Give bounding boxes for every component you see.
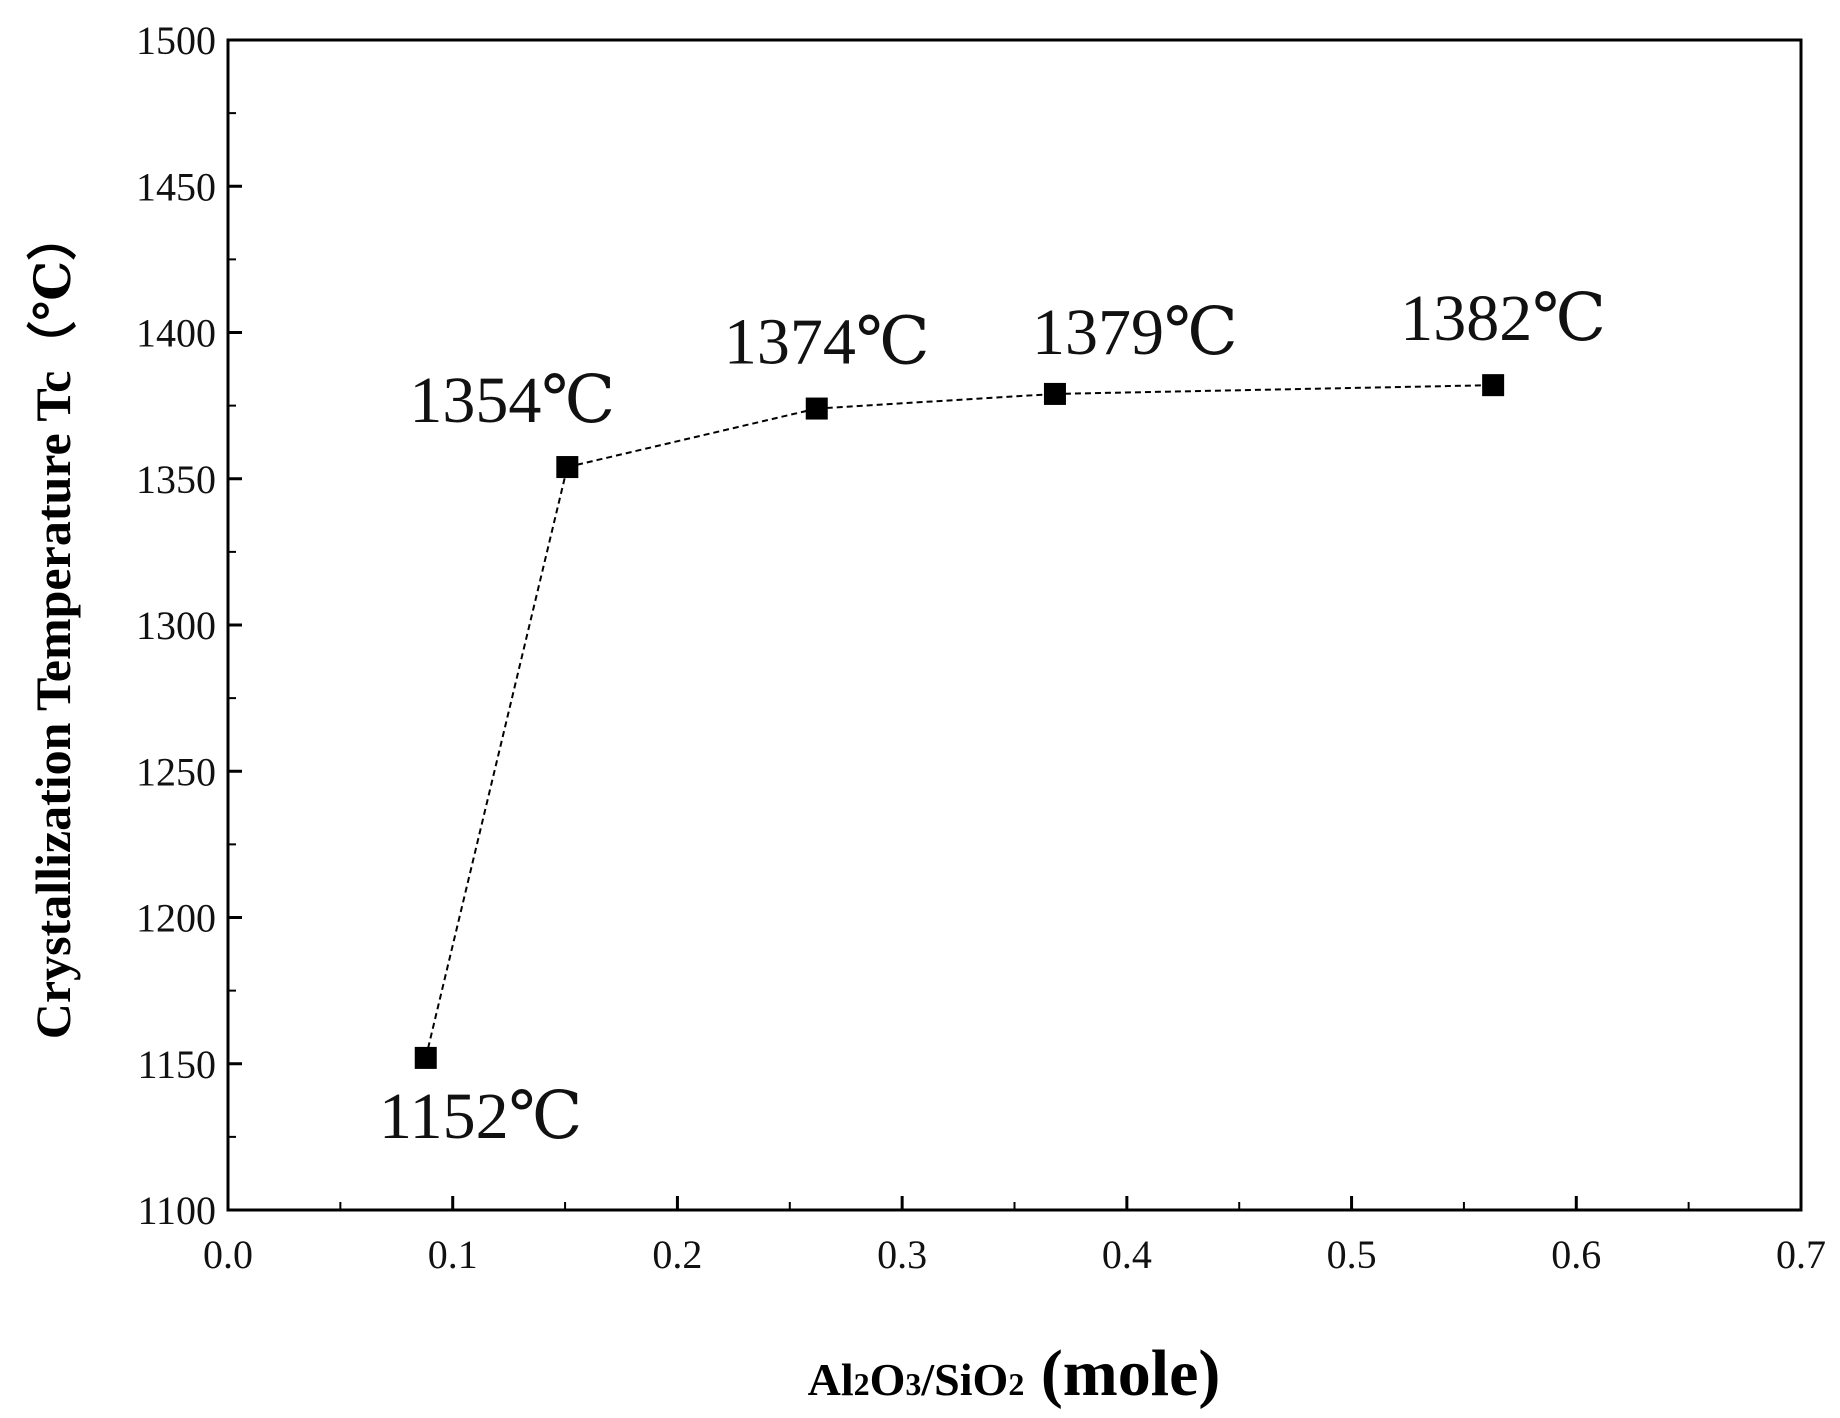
data-point-marker: [1043, 382, 1066, 405]
data-point-marker: [805, 397, 828, 420]
plot-frame: [226, 38, 1803, 1212]
series-line: [424, 384, 1494, 1059]
series-segment: [1054, 384, 1494, 395]
x-tick-label: 0.0: [203, 1232, 253, 1277]
x-tick-label: 0.6: [1551, 1232, 1601, 1277]
series-markers: [414, 374, 1505, 1069]
data-point-marker: [1482, 374, 1505, 397]
x-axis-title: Al2O3/SiO2 (mole): [808, 1337, 1221, 1410]
y-tick-label: 1500: [136, 18, 216, 63]
x-axis-title-sub2: 2: [854, 1366, 870, 1402]
y-tick-label: 1400: [136, 311, 216, 356]
y-tick-label: 1150: [137, 1042, 216, 1087]
y-tick-label: 1100: [137, 1188, 216, 1233]
x-tick-label: 0.2: [652, 1232, 702, 1277]
x-axis-title-sub2b: 2: [1008, 1366, 1024, 1402]
x-tick-label: 0.1: [428, 1232, 478, 1277]
data-point-marker: [556, 456, 579, 479]
x-axis-title-o: O: [870, 1354, 906, 1405]
x-tick-label: 0.7: [1776, 1232, 1826, 1277]
series-segment: [424, 466, 569, 1059]
data-point-label: 1374℃: [724, 306, 930, 379]
series-segment: [567, 407, 817, 469]
data-point-label: 1354℃: [409, 364, 615, 437]
y-tick-label: 1300: [136, 603, 216, 648]
x-tick-label: 0.4: [1102, 1232, 1152, 1277]
x-axis-title-al: Al: [808, 1354, 854, 1405]
data-point-label: 1379℃: [1032, 296, 1238, 369]
x-axis-title-unit: (mole): [1024, 1337, 1220, 1410]
x-tick-label: 0.5: [1327, 1232, 1377, 1277]
x-axis-title-sub3: 3: [905, 1366, 921, 1402]
data-point-marker: [414, 1046, 437, 1069]
data-point-label: 1152℃: [379, 1080, 582, 1153]
y-tick-label: 1350: [136, 457, 216, 502]
y-tick-label: 1250: [136, 749, 216, 794]
point-labels: 1152℃ 1354℃ 1374℃ 1379℃ 1382℃: [379, 282, 1606, 1153]
y-tick-label: 1450: [136, 164, 216, 209]
series-segment: [816, 392, 1056, 410]
x-tick-label: 0.3: [877, 1232, 927, 1277]
data-point-label: 1382℃: [1400, 282, 1606, 355]
y-tick-label: 1200: [136, 896, 216, 941]
x-axis-ticks: 0.0 0.1 0.2 0.3 0.4 0.5 0.6 0.7: [203, 1196, 1826, 1277]
x-axis-title-sio: /SiO: [920, 1354, 1008, 1405]
y-axis-title: Crystallization Temperature Tc（℃）: [25, 211, 81, 1039]
y-axis-ticks: 1100 1150 1200 1250 1300 1350 1400 1450 1500: [136, 18, 242, 1233]
